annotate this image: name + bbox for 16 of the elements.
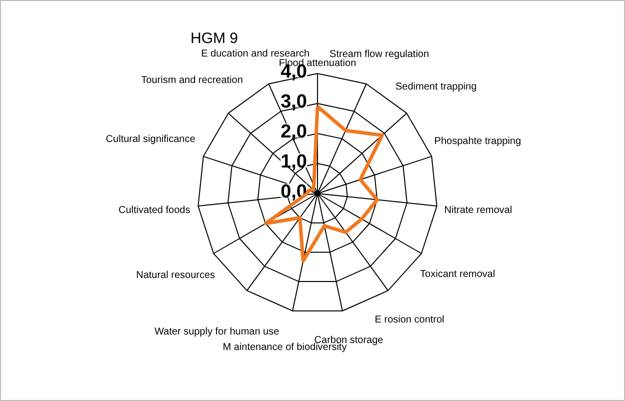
spoke-label: E rosion control [374, 314, 444, 326]
spoke-label: Stream flow regulation [330, 49, 430, 60]
spoke-label: Natural resources [136, 270, 216, 281]
spoke-label: E ducation and research [201, 48, 310, 60]
spoke-label: Toxicant removal [420, 268, 496, 280]
chart-title: HGM 9 [190, 30, 238, 47]
spoke-label: Water supply for human use [154, 326, 280, 338]
spoke-label: Cultivated foods [118, 205, 190, 216]
spoke-label: Tourism and recreation [141, 75, 243, 86]
spoke-label: Sediment trapping [395, 81, 477, 92]
spoke-label: Phospahte trapping [434, 136, 522, 147]
y-tick-label: 1,0 [280, 152, 308, 172]
spoke-label: Nitrate removal [444, 204, 512, 216]
y-tick-label: 3,0 [280, 92, 308, 112]
spoke-label: Cultural significance [106, 134, 196, 145]
y-tick-label: 2,0 [280, 122, 308, 142]
